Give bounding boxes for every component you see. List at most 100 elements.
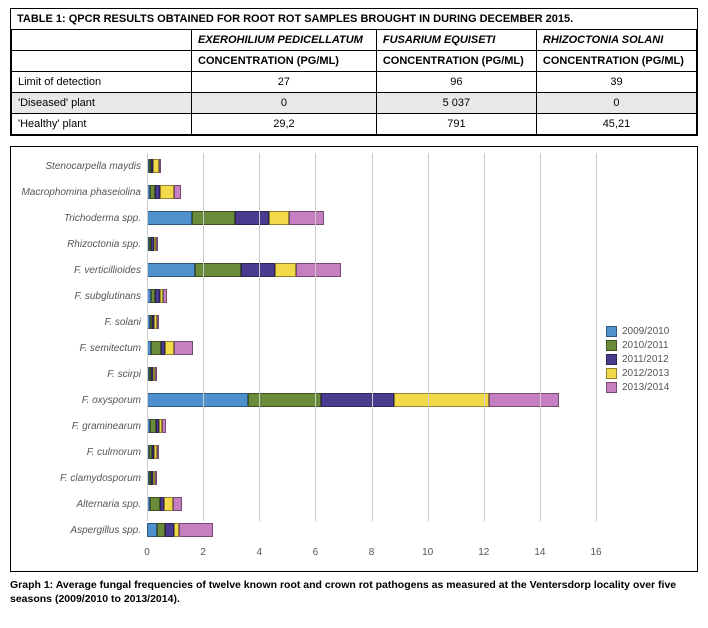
bar-segment <box>241 263 275 277</box>
cell-value: 45,21 <box>536 114 696 135</box>
qpcr-table: EXEROHILIUM PEDICELLATUM FUSARIUM EQUISE… <box>11 29 697 135</box>
table-blank-2 <box>12 51 192 72</box>
legend-swatch <box>606 340 617 351</box>
species-col-2: RHIZOCTONIA SOLANI <box>536 30 696 51</box>
bar-segment <box>195 263 241 277</box>
table-header-species: EXEROHILIUM PEDICELLATUM FUSARIUM EQUISE… <box>12 30 697 51</box>
x-axis-tick: 0 <box>144 547 150 558</box>
bar-category-label: F. clamydosporum <box>17 473 147 484</box>
x-axis-tick: 2 <box>200 547 206 558</box>
x-axis-tick: 12 <box>478 547 489 558</box>
bar-row: F. scirpi <box>17 361 596 387</box>
conc-head-1: CONCENTRATION (PG/µL) <box>376 51 536 72</box>
bar-category-label: F. semitectum <box>17 343 147 354</box>
bar-segment <box>174 341 194 355</box>
species-col-0: EXEROHILIUM PEDICELLATUM <box>192 30 377 51</box>
bar-segment <box>151 341 161 355</box>
table-row: 'Healthy' plant29,279145,21 <box>12 114 697 135</box>
row-label: 'Healthy' plant <box>12 114 192 135</box>
legend-swatch <box>606 382 617 393</box>
grid-line <box>372 153 373 521</box>
bar-row: F. subglutinans <box>17 283 596 309</box>
bar-category-label: Trichoderma spp. <box>17 213 147 224</box>
cell-value: 0 <box>536 93 696 114</box>
bar-segment <box>165 523 173 537</box>
bar-row: F. culmorum <box>17 439 596 465</box>
legend-swatch <box>606 326 617 337</box>
row-label: Limit of detection <box>12 72 192 93</box>
table-header-conc: CONCENTRATION (PG/µL) CONCENTRATION (PG/… <box>12 51 697 72</box>
bar-segment <box>174 185 181 199</box>
cell-value: 39 <box>536 72 696 93</box>
grid-line <box>259 153 260 521</box>
bar-category-label: Macrophomina phaseiolina <box>17 187 147 198</box>
bar-category-label: F. subglutinans <box>17 291 147 302</box>
grid-line <box>484 153 485 521</box>
bar-category-label: F. oxysporum <box>17 395 147 406</box>
x-axis-tick: 14 <box>534 547 545 558</box>
bar-segment <box>157 523 165 537</box>
bar-segment <box>275 263 296 277</box>
bar-segment <box>160 185 174 199</box>
bar-category-label: F. culmorum <box>17 447 147 458</box>
bar-category-label: Aspergillus spp. <box>17 525 147 536</box>
bar-segment <box>162 419 166 433</box>
x-axis-tick: 4 <box>256 547 262 558</box>
cell-value: 5 037 <box>376 93 536 114</box>
chart-area: Stenocarpella maydis Macrophomina phaseio… <box>17 153 596 565</box>
bar-segment <box>394 393 489 407</box>
grid-line <box>540 153 541 521</box>
x-axis-tick: 10 <box>422 547 433 558</box>
grid-line <box>147 153 148 521</box>
bar-category-label: Rhizoctonia spp. <box>17 239 147 250</box>
species-col-1: FUSARIUM EQUISETI <box>376 30 536 51</box>
bar-row: F. clamydosporum <box>17 465 596 491</box>
x-axis-tick: 8 <box>369 547 375 558</box>
cell-value: 29,2 <box>192 114 377 135</box>
legend-label: 2009/2010 <box>622 326 669 337</box>
chart-legend: 2009/20102010/20112011/20122012/20132013… <box>596 323 691 396</box>
bar-segment <box>147 211 192 225</box>
bar-segment <box>147 393 248 407</box>
bar-segment <box>269 211 289 225</box>
bar-segment <box>159 159 161 173</box>
bar-row: F. verticillioides <box>17 257 596 283</box>
legend-item: 2012/2013 <box>606 368 691 379</box>
bar-row: F. oxysporum <box>17 387 596 413</box>
grid-line <box>203 153 204 521</box>
bar-category-label: F. verticillioides <box>17 265 147 276</box>
cell-value: 791 <box>376 114 536 135</box>
bar-segment <box>296 263 341 277</box>
table-row: Limit of detection279639 <box>12 72 697 93</box>
bar-segment <box>173 497 181 511</box>
legend-swatch <box>606 368 617 379</box>
conc-head-0: CONCENTRATION (PG/µL) <box>192 51 377 72</box>
bar-segment <box>165 341 173 355</box>
bar-segment <box>156 237 158 251</box>
legend-swatch <box>606 354 617 365</box>
bar-row: Stenocarpella maydis <box>17 153 596 179</box>
legend-item: 2011/2012 <box>606 354 691 365</box>
bar-segment <box>150 497 160 511</box>
bar-row: F. solani <box>17 309 596 335</box>
bar-row: F. graminearum <box>17 413 596 439</box>
chart-bars: Stenocarpella maydis Macrophomina phaseio… <box>17 153 596 543</box>
bar-segment <box>164 497 174 511</box>
legend-item: 2009/2010 <box>606 326 691 337</box>
bar-segment <box>157 315 159 329</box>
cell-value: 0 <box>192 93 377 114</box>
bar-row: Trichoderma spp. <box>17 205 596 231</box>
grid-line <box>315 153 316 521</box>
bar-row: Aspergillus spp. <box>17 517 596 543</box>
bar-segment <box>192 211 235 225</box>
table-corner-blank <box>12 30 192 51</box>
legend-label: 2011/2012 <box>622 354 669 365</box>
bar-segment <box>155 471 157 485</box>
grid-line <box>596 153 597 521</box>
legend-item: 2010/2011 <box>606 340 691 351</box>
chart-caption: Graph 1: Average fungal frequencies of t… <box>10 578 698 606</box>
x-axis-tick: 16 <box>590 547 601 558</box>
table-row: 'Diseased' plant05 0370 <box>12 93 697 114</box>
bar-category-label: F. graminearum <box>17 421 147 432</box>
grid-line <box>428 153 429 521</box>
